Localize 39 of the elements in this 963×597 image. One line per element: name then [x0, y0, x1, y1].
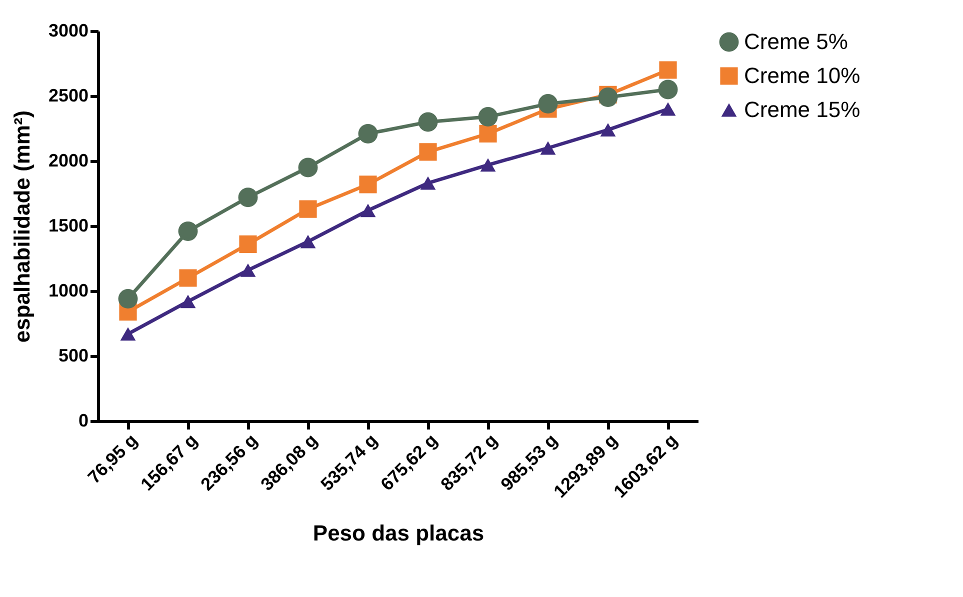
y-axis-title: espalhabilidade (mm²): [9, 110, 34, 343]
point: [419, 143, 437, 161]
point: [540, 141, 556, 155]
point: [480, 158, 496, 172]
point: [358, 124, 378, 144]
y-tick-label: 0: [78, 410, 88, 430]
point: [120, 327, 136, 341]
point: [179, 269, 197, 287]
point: [238, 188, 258, 208]
point: [660, 102, 676, 116]
point: [298, 158, 318, 178]
point: [240, 263, 256, 277]
y-tick-label: 2000: [48, 150, 88, 170]
point: [359, 176, 377, 194]
point: [420, 176, 436, 190]
point: [360, 204, 376, 218]
y-tick-label: 1500: [48, 216, 88, 236]
legend-label: Creme 10%: [744, 63, 860, 88]
point: [118, 289, 138, 309]
legend-label: Creme 15%: [744, 97, 860, 122]
y-tick-label: 1000: [48, 280, 88, 300]
point: [239, 235, 257, 254]
point: [600, 123, 616, 137]
point: [478, 107, 498, 127]
point: [538, 94, 558, 114]
point: [178, 221, 198, 241]
point: [418, 112, 438, 132]
point: [659, 61, 677, 79]
point: [299, 200, 317, 218]
point: [598, 88, 618, 108]
point: [180, 294, 196, 308]
y-tick-label: 3000: [48, 20, 88, 40]
point: [479, 124, 497, 143]
point: [658, 80, 678, 100]
y-tick-label: 2500: [48, 86, 88, 106]
point: [300, 234, 316, 248]
x-axis-title: Peso das placas: [312, 520, 484, 546]
y-tick-label: 500: [58, 346, 88, 366]
legend-label: Creme 5%: [744, 29, 848, 54]
